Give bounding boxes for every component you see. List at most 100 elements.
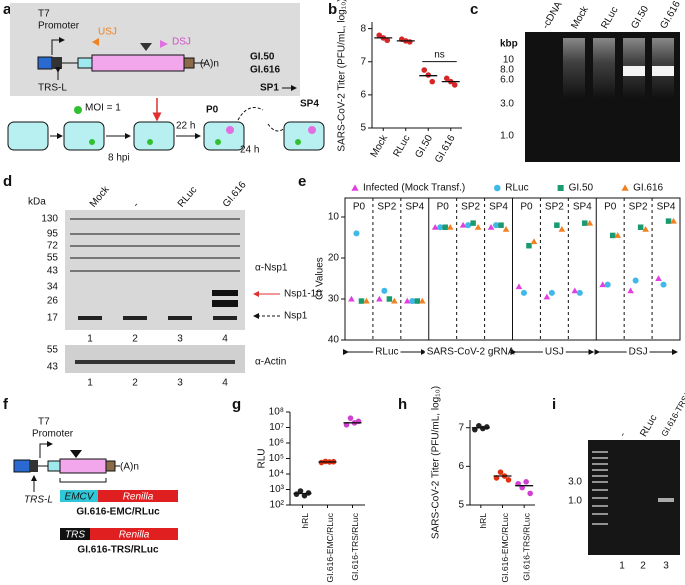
panel-letter: f bbox=[3, 396, 9, 413]
panel-d: kDa 130 95 72 55 43 34 26 17 Mock - RLuc… bbox=[28, 179, 322, 388]
marker-label: 26 bbox=[47, 296, 59, 307]
y-axis-label: SARS-CoV-2 Titer (PFU/mL, log₁₀) bbox=[337, 0, 348, 152]
genome-block bbox=[52, 57, 62, 69]
y-tick-label: 10² bbox=[270, 500, 285, 511]
x-tick-label: hRL bbox=[300, 513, 310, 529]
label: (A)n bbox=[200, 59, 219, 70]
x-tick-label: RLuc bbox=[391, 133, 412, 159]
point bbox=[609, 232, 616, 239]
passage-label: SP4 bbox=[573, 202, 592, 213]
point bbox=[451, 82, 458, 88]
y-tick-label: 8 bbox=[360, 23, 366, 34]
panel-letter: i bbox=[552, 396, 556, 413]
lane-number: 1 bbox=[87, 378, 93, 389]
label-bg bbox=[542, 346, 566, 358]
promoter-arrow bbox=[39, 441, 53, 458]
label: MOI = 1 bbox=[85, 103, 121, 114]
lane-number: 2 bbox=[132, 334, 138, 345]
virus bbox=[215, 139, 221, 145]
genome-block bbox=[105, 460, 116, 472]
y-tick-label: 10⁷ bbox=[269, 422, 284, 433]
y-tick-label: 10⁵ bbox=[269, 453, 284, 464]
point bbox=[414, 298, 421, 304]
point bbox=[358, 298, 365, 304]
y-tick-label: 30 bbox=[328, 294, 340, 305]
marker-label: 17 bbox=[47, 313, 59, 324]
lane-label: GI.50 bbox=[629, 4, 651, 31]
label: 8 hpi bbox=[108, 153, 130, 164]
point bbox=[459, 221, 467, 228]
point bbox=[505, 477, 512, 483]
marker-label: 3.0 bbox=[568, 477, 582, 488]
blot bbox=[65, 345, 245, 373]
point bbox=[437, 224, 444, 231]
point bbox=[351, 184, 359, 191]
lane-number: 3 bbox=[177, 378, 183, 389]
marker-label: 1.0 bbox=[568, 496, 582, 507]
junction bbox=[92, 38, 99, 46]
point bbox=[386, 296, 393, 302]
lane-label: - bbox=[131, 200, 142, 210]
y-axis-label: RLU bbox=[257, 448, 268, 468]
y-axis-label: Ct Values bbox=[315, 257, 326, 300]
panel-letter: e bbox=[298, 173, 306, 190]
label: 24 h bbox=[240, 145, 259, 156]
x-tick-label: GI.50 bbox=[413, 133, 435, 160]
y-tick-label: 10⁴ bbox=[269, 469, 284, 480]
panel-letter: c bbox=[470, 1, 478, 18]
legend-label: GI.50 bbox=[569, 183, 594, 194]
virus bbox=[308, 126, 316, 134]
point bbox=[484, 424, 490, 430]
genome-block bbox=[13, 459, 31, 473]
x-tick-label: GI.616-TRS/RLuc bbox=[350, 512, 360, 580]
genome-block bbox=[37, 56, 53, 70]
point bbox=[571, 287, 579, 294]
marker bbox=[70, 450, 82, 458]
marker-label: 130 bbox=[41, 214, 58, 225]
point bbox=[665, 218, 672, 224]
band-label: Nsp1 bbox=[284, 311, 308, 322]
label: Renilla bbox=[119, 530, 150, 541]
virus bbox=[89, 139, 95, 145]
point bbox=[548, 289, 555, 296]
label: Renilla bbox=[123, 492, 154, 503]
y-tick-label: 10⁶ bbox=[269, 438, 284, 449]
point bbox=[502, 226, 510, 232]
virus bbox=[295, 139, 301, 145]
lane-label: Mock bbox=[569, 4, 591, 31]
antibody-label: α-Nsp1 bbox=[255, 263, 288, 274]
lane-label: Mock bbox=[88, 183, 112, 209]
label: GI.50 bbox=[250, 52, 275, 63]
construct-label: GI.616-TRS/RLuc bbox=[77, 545, 159, 556]
lane-label: RLuc bbox=[638, 413, 659, 439]
point bbox=[376, 32, 383, 39]
label-bg bbox=[373, 346, 401, 358]
point bbox=[642, 226, 649, 232]
point bbox=[554, 222, 560, 228]
lane-number: 3 bbox=[663, 561, 669, 572]
point bbox=[523, 479, 529, 485]
point bbox=[627, 287, 634, 294]
promoter-arrow bbox=[51, 37, 65, 55]
ladder bbox=[592, 451, 608, 525]
lane-number: 2 bbox=[640, 561, 646, 572]
point bbox=[384, 37, 391, 44]
antibody-label: α-Actin bbox=[255, 357, 286, 368]
passage-label: SP4 bbox=[489, 202, 508, 213]
genome-block bbox=[77, 57, 93, 69]
point bbox=[353, 230, 360, 237]
lane-number: 1 bbox=[619, 561, 625, 572]
smear bbox=[563, 38, 585, 98]
marker-label: 3.0 bbox=[500, 99, 514, 110]
point bbox=[637, 224, 644, 230]
point bbox=[470, 220, 476, 226]
y-tick-label: 10³ bbox=[270, 484, 285, 495]
label-bg bbox=[626, 346, 650, 358]
y-tick-label: 5 bbox=[360, 123, 366, 134]
virus bbox=[74, 106, 82, 114]
marker-label: 95 bbox=[47, 229, 59, 240]
x-tick-label: GI.616-EMC/RLuc bbox=[500, 512, 510, 582]
label: TRS bbox=[65, 530, 85, 541]
